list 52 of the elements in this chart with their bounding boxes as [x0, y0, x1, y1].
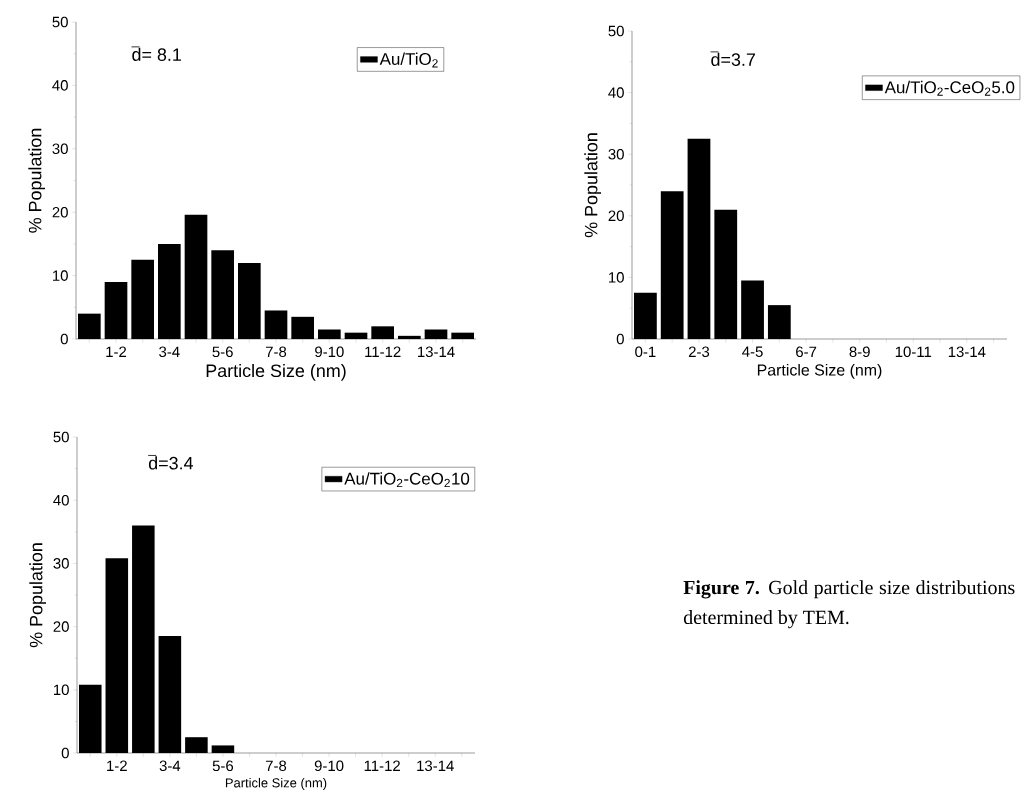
x-tick-label: 7-8 [265, 346, 287, 358]
x-axis-title: Particle Size (nm) [206, 363, 346, 381]
y-axis-title: % Population [584, 133, 602, 238]
legend-label: Au/TiO$_{2}$-CeO$_{2}$10 [344, 472, 470, 488]
y-tick-label: 20 [608, 210, 624, 222]
legend-label: Au/TiO$_{2}$-CeO$_{2}$5.0 [884, 80, 1015, 96]
y-axis-title: % Population [29, 543, 47, 648]
x-tick-label: 7-8 [265, 760, 287, 772]
y-tick-label: 30 [53, 558, 69, 569]
x-tick-label: 9-10 [315, 346, 344, 358]
x-tick-label: 2-3 [688, 346, 710, 358]
y-tick-label: 40 [52, 80, 68, 91]
x-tick-label: 9-10 [314, 760, 344, 772]
x-tick-label: 11-12 [364, 760, 400, 771]
x-tick-label: 6-7 [796, 346, 817, 358]
x-tick-label: 1-2 [107, 760, 127, 771]
x-tick-label: 3-4 [159, 346, 180, 358]
x-tick-label: 11-12 [365, 346, 401, 357]
x-tick-label: 3-4 [159, 760, 181, 772]
y-tick-label: 0 [60, 333, 68, 345]
y-axis-title: % Population [28, 128, 46, 233]
x-tick-label: 10-11 [895, 346, 932, 358]
y-tick-label: 50 [53, 431, 69, 443]
x-tick-label: 0-1 [635, 346, 656, 358]
y-tick-label: 10 [54, 684, 69, 696]
y-tick-label: 0 [616, 333, 624, 345]
annotation: d= 8.1 [132, 47, 181, 61]
annotation: d=3.7 [711, 52, 755, 66]
y-tick-label: 50 [52, 16, 68, 28]
y-tick-label: 40 [608, 87, 624, 98]
x-tick-label: 5-6 [212, 760, 234, 772]
legend-label: Au/TiO$_{2}$ [379, 52, 438, 68]
y-tick-label: 30 [608, 148, 624, 160]
y-tick-label: 10 [609, 272, 624, 283]
y-tick-label: 50 [608, 25, 624, 37]
x-tick-label: 13-14 [418, 346, 455, 358]
x-tick-label: 4-5 [742, 346, 763, 357]
text: Figure 7. Gold particle size distributions determined by TEM. [683, 580, 1015, 629]
x-axis-title: Particle Size (nm) [757, 363, 882, 379]
x-tick-label: 13-14 [948, 346, 986, 358]
annotation: d=3.4 [148, 456, 194, 470]
y-tick-label: 30 [52, 143, 68, 155]
x-tick-label: 13-14 [417, 760, 454, 772]
y-tick-label: 20 [52, 206, 68, 218]
y-tick-label: 0 [61, 747, 69, 759]
y-tick-label: 10 [53, 270, 68, 281]
x-tick-label: 5-6 [212, 346, 233, 358]
x-axis-title: Particle Size (nm) [225, 777, 327, 791]
x-tick-label: 8-9 [849, 346, 870, 358]
x-tick-label: 1-2 [106, 346, 127, 357]
y-tick-label: 40 [53, 494, 69, 506]
y-tick-label: 20 [53, 621, 69, 632]
